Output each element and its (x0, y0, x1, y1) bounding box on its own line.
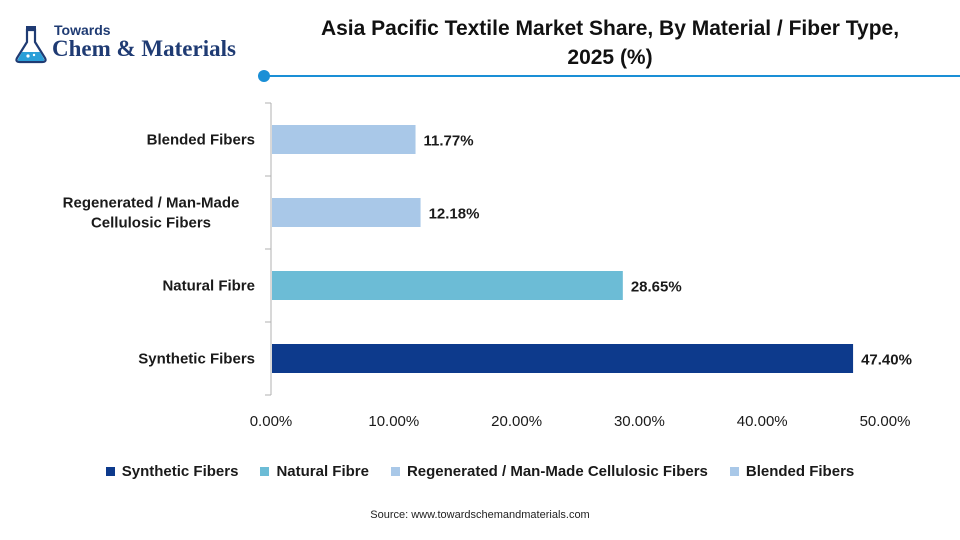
category-label: Synthetic Fibers (138, 351, 255, 368)
labels-layer: Blended Fibers 11.77% Regenerated / Man-Ma… (63, 132, 912, 369)
bar (272, 271, 623, 300)
legend-swatch (105, 467, 115, 476)
flask-icon (15, 26, 47, 64)
legend-label: Synthetic Fibers (121, 463, 239, 480)
category-label: Blended Fibers (147, 132, 255, 149)
bar-chart: 0.00% 10.00% 20.00% 30.00% 40.00% 50.00% Blen… (63, 102, 912, 430)
title-divider (258, 70, 960, 82)
category-label: Natural Fibre (162, 278, 255, 295)
legend-swatch (260, 467, 270, 476)
x-tick-label: 30.00% (614, 413, 665, 430)
legend-swatch (729, 467, 739, 476)
divider-line (268, 75, 960, 77)
legend-item: Blended Fibers (729, 463, 855, 480)
data-label: 12.18% (429, 206, 480, 223)
bar (272, 344, 854, 373)
legend-swatch (390, 467, 400, 476)
axis-layer: 0.00% 10.00% 20.00% 30.00% 40.00% 50.00% (250, 102, 911, 430)
chart-legend: Synthetic Fibers Natural Fibre Regenerated… (0, 463, 960, 480)
chart-title-line-2: 2025 (%) (567, 46, 653, 69)
x-tick-label: 50.00% (860, 413, 911, 430)
logo-small-text: Towards (54, 22, 111, 38)
category-label-line: Natural Fibre (162, 278, 255, 295)
category-label-line: Cellulosic Fibers (91, 215, 211, 232)
logo-big-text: Chem & Materials (52, 36, 236, 61)
brand-logo: Towards Chem & Materials (14, 20, 254, 72)
bar (272, 198, 421, 227)
category-label-line: Blended Fibers (147, 132, 255, 149)
legend-label: Blended Fibers (745, 463, 855, 480)
legend-item: Synthetic Fibers (105, 463, 239, 480)
legend-item: Regenerated / Man-Made Cellulosic Fibers (390, 463, 708, 480)
category-label-line: Regenerated / Man-Made (63, 195, 240, 212)
data-label: 28.65% (631, 279, 682, 296)
bars-layer (272, 125, 854, 373)
data-label: 11.77% (424, 133, 474, 150)
category-label: Regenerated / Man-Made Cellulosic Fibers (63, 195, 240, 232)
category-label-line: Synthetic Fibers (138, 351, 255, 368)
x-tick-label: 10.00% (368, 413, 419, 430)
legend-label: Regenerated / Man-Made Cellulosic Fibers (406, 463, 708, 480)
chart-title: Asia Pacific Textile Market Share, By Ma… (280, 14, 940, 72)
data-label: 47.40% (861, 352, 912, 369)
chart-title-line-1: Asia Pacific Textile Market Share, By Ma… (320, 17, 900, 40)
source-note: Source: www.towardschemandmaterials.com (370, 509, 590, 521)
divider-dot (258, 70, 270, 82)
legend-label: Natural Fibre (276, 463, 369, 480)
legend-item: Natural Fibre (260, 463, 369, 480)
x-tick-label: 0.00% (250, 413, 293, 430)
bar (272, 125, 416, 154)
x-tick-label: 40.00% (737, 413, 788, 430)
x-tick-label: 20.00% (491, 413, 542, 430)
